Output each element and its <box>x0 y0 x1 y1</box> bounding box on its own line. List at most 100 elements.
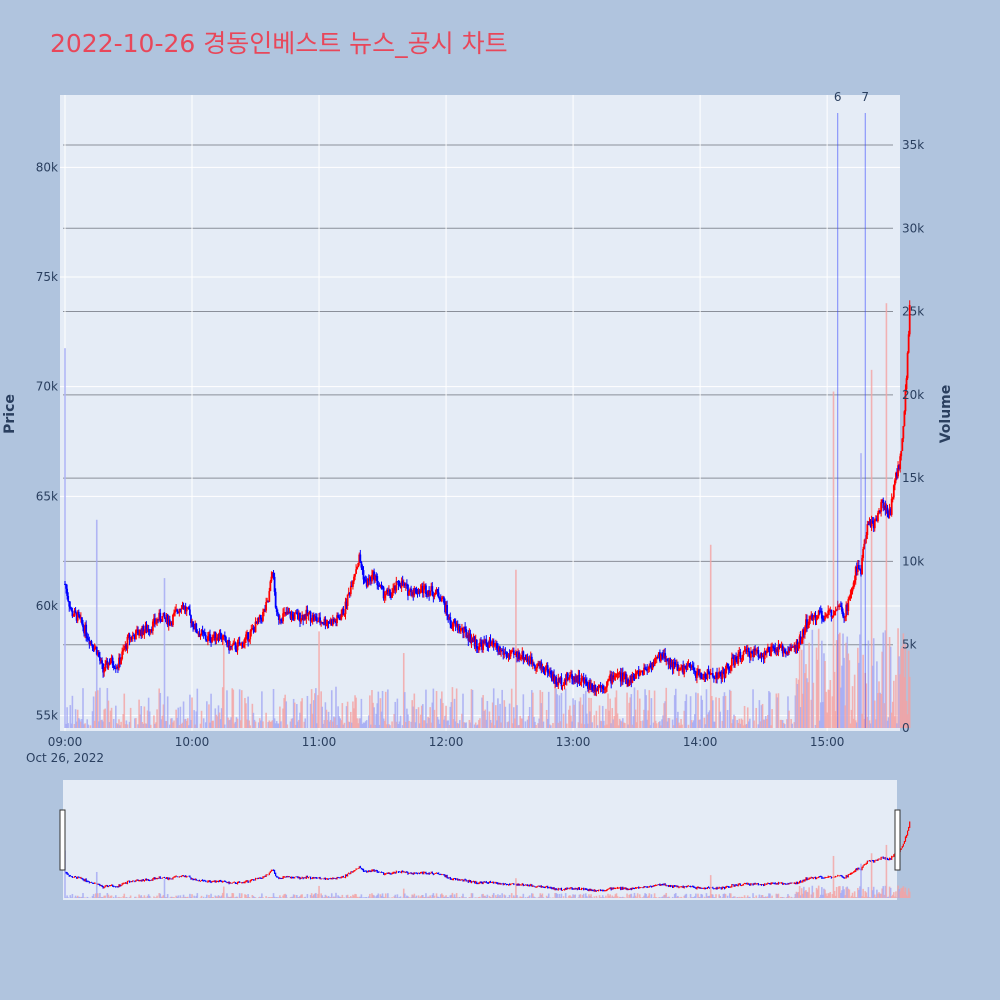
volume-bar <box>353 708 355 728</box>
candle-body <box>386 590 389 592</box>
range-slider-handle-left[interactable] <box>59 809 66 871</box>
candle-body <box>856 565 859 572</box>
volume-bar <box>406 708 408 728</box>
candle-body <box>493 644 496 646</box>
volume-bar <box>145 723 148 728</box>
candle-body <box>881 499 884 503</box>
candle-body <box>167 619 170 626</box>
candle-body <box>378 585 381 587</box>
candle-body <box>736 659 739 664</box>
slider-volume-bar <box>842 886 844 898</box>
volume-bar <box>805 664 807 728</box>
slider-volume-bar <box>805 890 807 898</box>
slider-volume-bar <box>732 896 734 898</box>
slider-volume-bar <box>326 896 329 898</box>
candle-body <box>528 660 531 664</box>
volume-bar <box>373 707 375 728</box>
candle-body <box>312 615 315 621</box>
candle-body <box>564 679 567 681</box>
volume-bar <box>370 724 372 728</box>
volume-bar <box>342 724 345 728</box>
volume-bar <box>845 642 847 728</box>
slider-volume-bar <box>527 896 530 898</box>
candle-body <box>381 586 384 588</box>
volume-bar <box>115 705 117 728</box>
candle-body <box>87 638 90 640</box>
candle-body <box>429 591 432 596</box>
slider-volume-bar <box>367 896 370 898</box>
candle-body <box>545 665 548 669</box>
candle-body <box>166 614 169 626</box>
slider-volume-bar <box>154 897 156 898</box>
candle-body <box>888 509 891 515</box>
candle-body <box>400 580 403 588</box>
candle-body <box>778 645 781 648</box>
candle-body <box>543 670 546 672</box>
slider-volume-bar <box>589 895 591 898</box>
slider-volume-bar <box>191 894 193 898</box>
slider-volume-bar <box>572 894 574 898</box>
candle-body <box>367 578 370 582</box>
range-slider-handle-right[interactable] <box>894 809 901 871</box>
volume-bar <box>811 629 814 728</box>
volume-bar <box>191 697 193 728</box>
candle-body <box>540 662 543 669</box>
volume-bar <box>819 702 822 728</box>
slider-volume-bar <box>465 897 467 898</box>
volume-bar <box>898 656 900 728</box>
volume-bar <box>556 694 559 728</box>
candle-body <box>745 648 748 652</box>
candle-body <box>522 651 525 661</box>
volume-bar <box>622 718 624 728</box>
slider-volume-bar <box>345 895 348 898</box>
slider-volume-bar <box>619 897 622 898</box>
slider-volume-bar <box>173 897 175 898</box>
slider-volume-bar <box>684 894 687 898</box>
volume-bar <box>903 677 906 728</box>
slider-volume-bar <box>863 896 865 898</box>
volume-bar <box>557 722 560 728</box>
volume-bar <box>469 722 472 728</box>
volume-bar <box>284 694 286 728</box>
slider-volume-bar <box>139 896 141 898</box>
slider-volume-bar <box>636 893 639 898</box>
volume-bar <box>882 632 885 728</box>
price-tick-label: 65k <box>36 489 58 503</box>
volume-bar <box>646 719 648 728</box>
volume-bar <box>352 701 354 728</box>
candle-body <box>168 619 171 625</box>
volume-bar <box>767 714 769 728</box>
volume-bar <box>106 688 109 728</box>
candle-body <box>138 634 140 636</box>
candle-body <box>416 593 419 595</box>
candle-body <box>358 554 361 563</box>
slider-volume-bar <box>426 897 428 898</box>
slider-volume-bar <box>449 895 452 898</box>
slider-volume-bar <box>172 897 174 898</box>
candle-body <box>748 652 751 658</box>
slider-volume-bar <box>135 896 137 898</box>
volume-bar <box>443 719 445 728</box>
candle-body <box>147 629 150 632</box>
slider-volume-bar <box>699 896 701 898</box>
slider-volume-bar <box>901 887 904 898</box>
candle-body <box>627 679 630 686</box>
candle-body <box>485 639 488 644</box>
candle-body <box>578 674 581 683</box>
candle-body <box>829 609 832 611</box>
candle-body <box>794 644 797 650</box>
slider-volume-bar <box>799 895 802 898</box>
candle-body <box>834 610 837 612</box>
volume-bar <box>484 709 487 728</box>
candle-body <box>570 674 572 676</box>
volume-bar <box>653 690 656 728</box>
volume-bar <box>143 706 146 728</box>
candle-body <box>464 626 467 630</box>
slider-volume-bar <box>407 896 409 898</box>
volume-bar <box>634 709 637 728</box>
candle-body <box>129 637 132 640</box>
slider-volume-bar <box>405 897 407 898</box>
candle-body <box>675 664 678 666</box>
volume-bar <box>616 713 619 728</box>
